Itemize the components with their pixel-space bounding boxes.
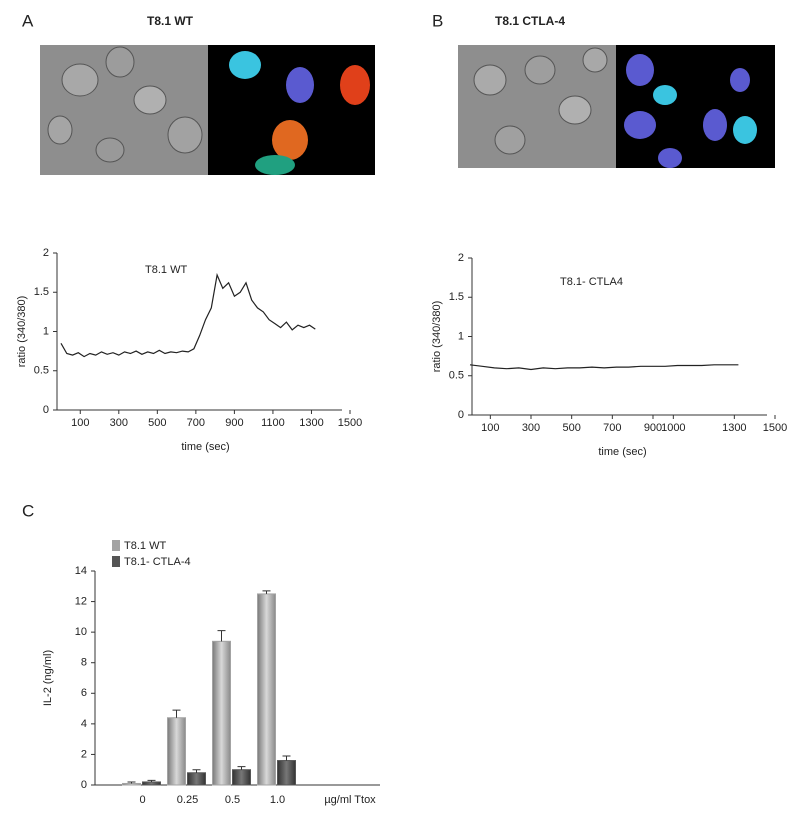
y-tick-label: 1: [458, 330, 464, 342]
error-bar: [237, 766, 246, 770]
x-tick-label: 300: [522, 422, 540, 434]
panel-letter: B: [432, 11, 443, 30]
y-tick-label: 1.5: [34, 286, 49, 298]
x-tick-label: 0: [139, 794, 145, 806]
error-bar: [172, 709, 181, 718]
x-tick-label: 500: [148, 417, 166, 429]
bar: [167, 717, 186, 786]
panel-letter: A: [22, 11, 34, 30]
error-bar: [147, 779, 156, 782]
y-tick-label: 8: [81, 657, 87, 669]
bar: [277, 760, 296, 786]
x-tick-label: 900: [644, 422, 662, 434]
error-bar: [192, 769, 201, 773]
panel-letter: C: [22, 501, 34, 520]
y-tick-label: 1.5: [449, 291, 464, 303]
y-tick-label: 0: [43, 404, 49, 416]
image-title: T8.1 WT: [147, 14, 194, 28]
y-tick-label: 12: [75, 595, 87, 607]
x-tick-label: 1300: [722, 422, 746, 434]
x-tick-label: 1100: [261, 417, 285, 429]
y-tick-label: 0: [81, 779, 87, 791]
y-tick-label: 4: [81, 718, 87, 730]
legend-label: T8.1 WT: [124, 540, 166, 552]
error-bar: [127, 781, 136, 784]
x-tick-label: 100: [71, 417, 89, 429]
x-axis-label: time (sec): [598, 446, 646, 458]
legend-swatch: [112, 540, 120, 551]
y-tick-label: 2: [458, 252, 464, 264]
bar: [257, 593, 276, 786]
y-tick-label: 0.5: [34, 365, 49, 377]
x-axis-label: µg/ml Ttox: [324, 794, 376, 806]
error-bar: [217, 630, 226, 642]
y-tick-label: 2: [43, 247, 49, 259]
error-bar: [262, 590, 271, 594]
y-tick-label: 14: [75, 565, 87, 577]
x-tick-label: 700: [603, 422, 621, 434]
legend-label: T8.1- CTLA-4: [124, 556, 191, 568]
legend-swatch: [112, 556, 120, 567]
y-axis-label: IL-2 (ng/ml): [42, 650, 54, 706]
y-tick-label: 2: [81, 748, 87, 760]
x-tick-label: 900: [225, 417, 243, 429]
y-tick-label: 0.5: [449, 370, 464, 382]
image-title: T8.1 CTLA-4: [495, 14, 565, 28]
x-tick-label: 300: [110, 417, 128, 429]
micrograph: [458, 45, 775, 168]
y-tick-label: 6: [81, 687, 87, 699]
x-tick-label: 1300: [299, 417, 323, 429]
error-bar: [282, 755, 291, 761]
x-tick-label: 1.0: [270, 794, 285, 806]
y-axis-label: ratio (340/380): [431, 301, 443, 373]
y-tick-label: 10: [75, 626, 87, 638]
x-axis-label: time (sec): [181, 441, 229, 453]
annotation: T8.1- CTLA4: [560, 276, 623, 288]
annotation: T8.1 WT: [145, 264, 187, 276]
x-tick-label: 100: [481, 422, 499, 434]
x-tick-label: 500: [562, 422, 580, 434]
y-tick-label: 0: [458, 409, 464, 421]
bar: [187, 772, 206, 786]
bar: [232, 769, 251, 786]
x-tick-label: 1500: [338, 417, 362, 429]
bar: [142, 781, 161, 786]
y-axis-label: ratio (340/380): [16, 296, 28, 368]
x-tick-label: 0.5: [225, 794, 240, 806]
x-tick-label: 1500: [763, 422, 787, 434]
micrograph: [40, 45, 375, 175]
bar: [212, 640, 231, 786]
y-tick-label: 1: [43, 325, 49, 337]
x-tick-label: 700: [187, 417, 205, 429]
data-line: [60, 272, 316, 358]
bar: [122, 782, 141, 786]
data-line: [469, 364, 739, 371]
x-tick-label: 1000: [661, 422, 685, 434]
x-tick-label: 0.25: [177, 794, 198, 806]
